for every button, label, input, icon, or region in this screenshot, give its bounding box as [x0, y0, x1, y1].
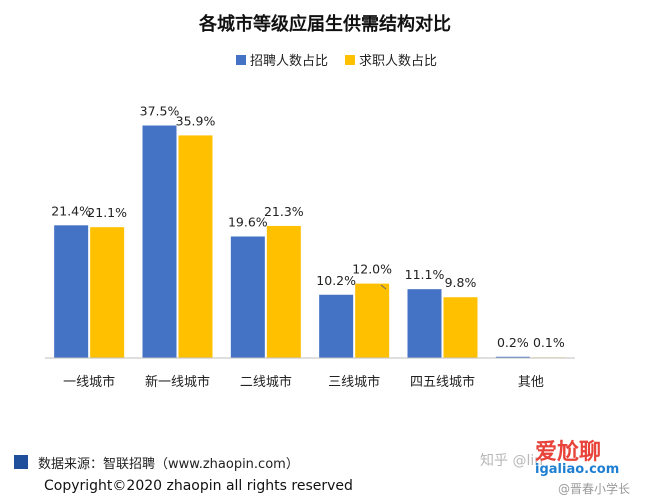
- data-label-recruit-0: 21.4%: [51, 203, 91, 218]
- data-source-text: 数据来源：智联招聘（www.zhaopin.com）: [38, 456, 299, 472]
- legend-swatch-apply: [345, 55, 355, 65]
- source-square-icon: [14, 455, 28, 469]
- data-label-recruit-3: 10.2%: [316, 273, 356, 288]
- watermark: 知乎 @lin 爱尬聊 igaliao.com @晋春小学长: [480, 432, 650, 500]
- watermark-url: igaliao.com: [535, 462, 620, 477]
- bars-group: [54, 125, 566, 358]
- bar-apply-4: [443, 297, 478, 358]
- category-label-2: 二线城市: [240, 374, 292, 390]
- bar-apply-3: [355, 283, 390, 358]
- data-label-apply-5: 0.1%: [533, 335, 565, 350]
- bar-apply-2: [266, 225, 301, 358]
- data-label-recruit-2: 19.6%: [228, 214, 268, 229]
- data-label-apply-3: 12.0%: [352, 262, 392, 277]
- legend: 招聘人数占比 求职人数占比: [236, 54, 437, 69]
- chart-title: 各城市等级应届生供需结构对比: [198, 13, 451, 35]
- data-label-recruit-1: 37.5%: [140, 104, 180, 119]
- bar-recruit-5: [495, 356, 530, 358]
- legend-label-recruit: 招聘人数占比: [250, 54, 328, 69]
- category-label-4: 四五线城市: [410, 374, 475, 390]
- bar-recruit-0: [54, 225, 89, 358]
- data-source-note: 数据来源：智联招聘（www.zhaopin.com）: [14, 453, 299, 472]
- copyright-text: Copyright©2020 zhaopin all rights reserv…: [44, 478, 353, 494]
- bar-chart: 各城市等级应届生供需结构对比 招聘人数占比 求职人数占比 21.4%21.1% 3…: [45, 13, 575, 390]
- data-label-apply-1: 35.9%: [176, 113, 216, 128]
- bar-recruit-1: [142, 125, 177, 358]
- bar-apply-0: [90, 227, 125, 358]
- category-label-3: 三线城市: [328, 374, 380, 390]
- bar-recruit-3: [319, 294, 354, 358]
- bar-recruit-2: [230, 236, 265, 358]
- data-label-apply-2: 21.3%: [264, 204, 304, 219]
- data-label-apply-4: 9.8%: [445, 275, 477, 290]
- legend-label-apply: 求职人数占比: [359, 54, 437, 69]
- category-label-5: 其他: [518, 375, 544, 390]
- category-label-0: 一线城市: [63, 374, 115, 390]
- watermark-zhihu: 知乎 @lin: [480, 453, 544, 469]
- data-label-apply-0: 21.1%: [87, 205, 127, 220]
- bar-recruit-4: [407, 289, 442, 358]
- data-label-recruit-4: 11.1%: [405, 267, 445, 282]
- legend-swatch-recruit: [236, 55, 246, 65]
- data-labels-group: 21.4%21.1% 37.5%35.9% 19.6%21.3% 10.2%12.0%…: [51, 104, 565, 351]
- bar-apply-1: [178, 135, 213, 358]
- watermark-brand: 爱尬聊: [535, 440, 602, 465]
- data-label-recruit-5: 0.2%: [497, 335, 529, 350]
- category-label-1: 新一线城市: [145, 374, 210, 390]
- watermark-author: @晋春小学长: [558, 482, 631, 496]
- label-leader-line: [380, 284, 387, 290]
- category-labels-group: 一线城市 新一线城市 二线城市 三线城市 四五线城市 其他: [63, 374, 544, 390]
